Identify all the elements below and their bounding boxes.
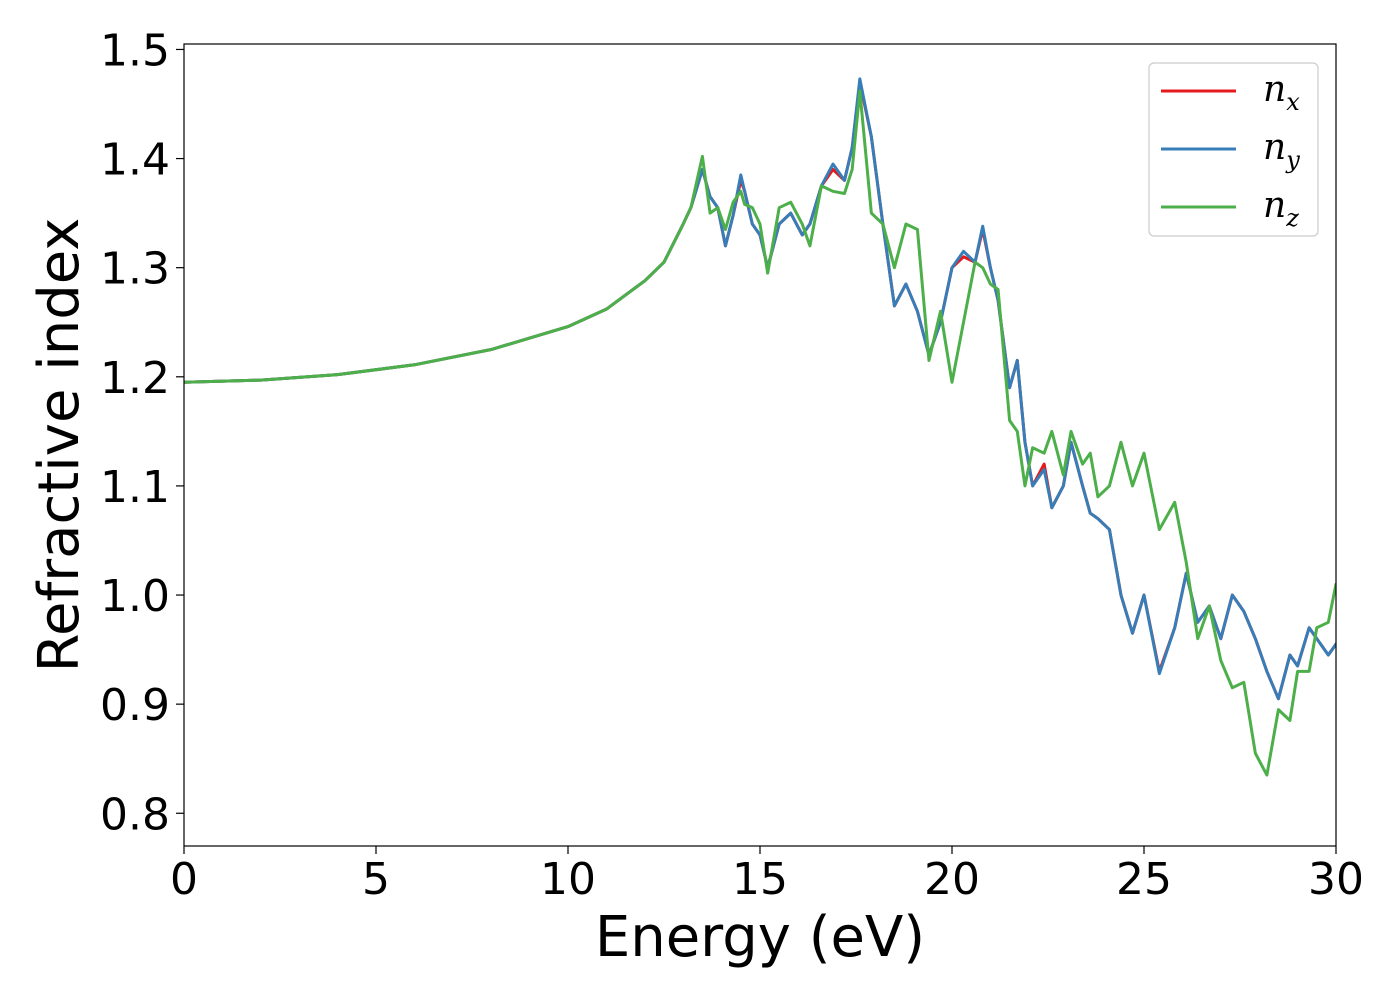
x-tick-label: 15 [732,854,788,905]
x-tick-label: 30 [1308,854,1364,905]
legend-label-main: n [1263,69,1286,110]
y-tick-label: 1.0 [100,571,170,622]
series-line-ny [184,77,1336,701]
y-tick-label: 1.1 [100,462,170,513]
x-tick-label: 5 [362,854,390,905]
legend-label-nz: nz [1263,185,1299,232]
x-tick-label: 0 [170,854,198,905]
legend-label-main: n [1263,127,1286,168]
y-tick-label: 1.3 [100,244,170,295]
legend-label-subscript: y [1285,146,1300,174]
legend-label-nx: nx [1263,69,1300,116]
y-axis-title: Refractive index [27,218,92,673]
y-tick-label: 1.5 [100,25,170,76]
y-tick-label: 0.8 [100,789,170,840]
x-axis-ticks: 0 5 10 15 20 25 30 [170,846,1364,905]
x-tick-label: 25 [1116,854,1172,905]
legend-label-main: n [1263,185,1286,226]
series-layer [184,77,1336,777]
y-tick-label: 0.9 [100,680,170,731]
x-axis-title: Energy (eV) [595,905,925,970]
series-line-nz [184,89,1336,777]
y-tick-label: 1.2 [100,353,170,404]
x-tick-label: 10 [540,854,596,905]
legend-label-subscript: x [1286,88,1300,116]
y-tick-label: 1.4 [100,135,170,186]
y-axis-ticks: 0.8 0.9 1.0 1.1 1.2 1.3 1.4 1.5 [100,25,184,840]
legend-label-ny: ny [1263,127,1300,174]
x-tick-label: 20 [924,854,980,905]
legend-label-subscript: z [1285,204,1299,232]
